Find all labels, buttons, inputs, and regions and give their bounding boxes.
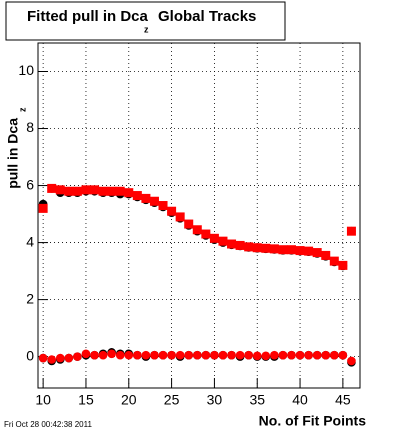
point [312, 248, 322, 258]
point [338, 350, 348, 360]
y-axis-label-group: pull in Dca z [5, 107, 28, 189]
point [64, 353, 74, 363]
x-tick-label: 20 [121, 392, 137, 408]
chart-title: Fitted pull in Dca [27, 8, 148, 25]
x-axis-label: No. of Fit Points [259, 413, 367, 429]
point [209, 233, 219, 243]
point [218, 236, 228, 246]
point [149, 196, 159, 206]
point [261, 351, 271, 361]
point [210, 350, 219, 360]
y-axis-label: pull in Dca [5, 118, 21, 189]
y-tick-label: 0 [26, 347, 34, 363]
y-tick-label: 4 [26, 233, 34, 249]
point [184, 350, 194, 360]
point [47, 183, 57, 193]
point [235, 240, 245, 250]
x-tick-label: 45 [335, 392, 351, 408]
point [330, 350, 339, 360]
footer-date: Fri Oct 28 00:42:38 2011 [4, 420, 92, 429]
point [321, 250, 331, 260]
point [286, 245, 296, 255]
point [175, 212, 185, 222]
point [115, 350, 125, 360]
point [347, 356, 356, 366]
point [64, 186, 74, 196]
y-tick-label: 8 [26, 119, 34, 135]
x-tick-label: 15 [78, 392, 94, 408]
x-tick-label: 10 [35, 392, 51, 408]
point [167, 350, 176, 360]
point [270, 350, 279, 360]
x-tick-label: 25 [164, 392, 180, 408]
x-tick-label: 35 [249, 392, 265, 408]
point [150, 350, 159, 360]
point [287, 350, 296, 360]
point [244, 350, 253, 360]
x-tick-label: 40 [292, 392, 308, 408]
point [321, 350, 331, 360]
point [201, 229, 211, 239]
point [235, 350, 245, 360]
y-axis-label-subscript: z [17, 107, 27, 112]
point [81, 349, 91, 359]
point [304, 350, 313, 360]
chart-title-subscript: z [144, 24, 149, 34]
plot-frame [37, 42, 361, 389]
point [141, 193, 151, 203]
point [278, 350, 288, 360]
point [55, 353, 65, 363]
title-box [5, 1, 286, 41]
point [252, 351, 262, 361]
point [90, 350, 99, 360]
point [304, 246, 314, 256]
point [124, 350, 134, 360]
point [98, 350, 108, 360]
point [261, 243, 271, 253]
point [227, 350, 236, 360]
point [192, 225, 202, 235]
point [346, 226, 356, 236]
point [72, 186, 82, 196]
chart-title-suffix: Global Tracks [158, 8, 256, 25]
point [115, 186, 125, 196]
point [244, 242, 254, 252]
point [278, 245, 288, 255]
point [98, 186, 108, 196]
point [295, 246, 305, 256]
point [312, 350, 322, 360]
point [175, 350, 185, 360]
point [90, 185, 100, 195]
point [201, 350, 211, 360]
point [269, 244, 279, 254]
point [192, 350, 202, 360]
point [81, 185, 91, 195]
point [329, 256, 339, 266]
point [133, 350, 142, 360]
point [167, 206, 177, 216]
point [47, 355, 57, 364]
point [124, 188, 134, 198]
point [218, 350, 228, 360]
point [38, 203, 48, 213]
y-tick-label: 10 [18, 62, 34, 78]
point [184, 219, 194, 229]
point [107, 186, 117, 196]
point [252, 243, 262, 253]
point [55, 185, 65, 195]
y-tick-label: 6 [26, 176, 34, 192]
point [38, 353, 48, 363]
y-tick-label: 2 [26, 290, 34, 306]
point [227, 239, 237, 249]
x-tick-label: 30 [207, 392, 223, 408]
point [107, 349, 116, 359]
point [158, 350, 168, 360]
point [295, 350, 305, 360]
point [338, 260, 348, 270]
point [141, 350, 151, 360]
point [158, 201, 168, 211]
point [73, 352, 82, 361]
point [132, 191, 142, 201]
